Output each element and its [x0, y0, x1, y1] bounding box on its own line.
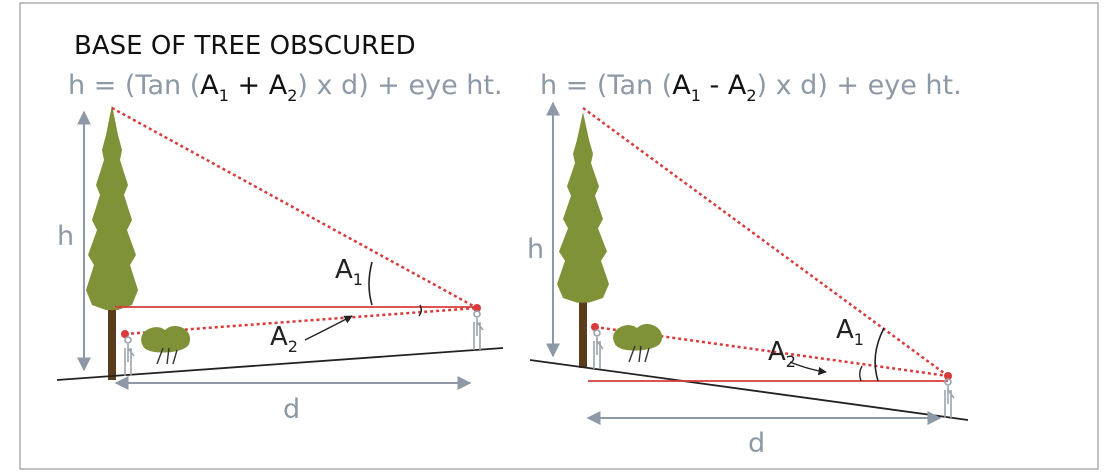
distance-label: d: [283, 394, 300, 425]
text-part: ) x d) + eye ht.: [297, 70, 502, 101]
frame: [19, 2, 1099, 470]
text-part: A: [728, 70, 747, 101]
text-part: A: [836, 315, 854, 345]
angle-label: A1: [335, 255, 363, 289]
text-part: -: [701, 70, 728, 101]
text-part: ) x d) + eye ht.: [757, 70, 962, 101]
text-part: A: [270, 322, 288, 352]
text-part: 1: [854, 330, 864, 349]
angle-label: A2: [768, 337, 796, 371]
text-part: A: [672, 70, 691, 101]
left-scene: [56, 105, 504, 390]
angle-label: A2: [270, 322, 298, 356]
text-part: A: [768, 337, 786, 367]
text-part: h = (Tan (: [68, 70, 200, 101]
formula: h = (Tan (A1 - A2) x d) + eye ht.: [540, 70, 962, 105]
text-part: 2: [746, 86, 756, 105]
text-part: 1: [691, 86, 701, 105]
text-part: A: [200, 70, 219, 101]
text-part: 2: [287, 86, 297, 105]
height-label: h: [527, 234, 544, 265]
text-part: +: [229, 70, 269, 101]
angle-label: A1: [836, 315, 864, 349]
text-part: A: [335, 255, 353, 285]
title: BASE OF TREE OBSCURED: [74, 31, 416, 61]
text-part: A: [269, 70, 288, 101]
right-scene: [529, 101, 969, 425]
text-part: h = (Tan (: [540, 70, 672, 101]
text-part: 2: [786, 352, 796, 371]
text-part: 1: [219, 86, 229, 105]
text-part: 1: [353, 270, 363, 289]
height-label: h: [57, 221, 74, 252]
distance-label: d: [748, 428, 765, 459]
formula: h = (Tan (A1 + A2) x d) + eye ht.: [68, 70, 503, 105]
text-part: 2: [288, 337, 298, 356]
